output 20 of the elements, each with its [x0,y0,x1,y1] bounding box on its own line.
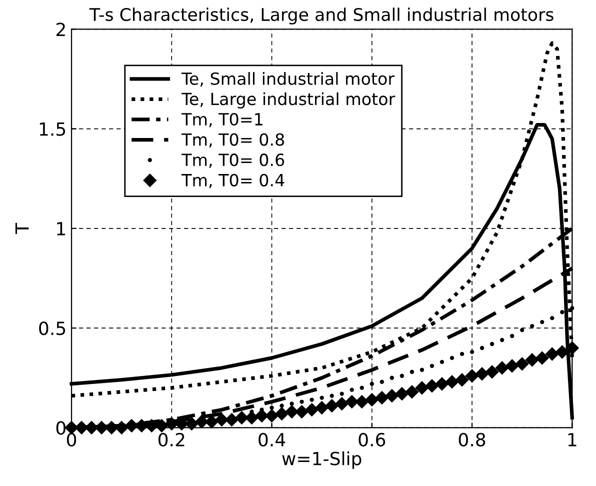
x-axis-title: w=1-Slip [282,451,362,469]
y-tick-label: 1 [57,222,65,236]
legend-label: Tm, T0= 0.8 [182,133,284,148]
y-axis-title: T [15,222,29,234]
y-tick-label: 2 [56,22,65,36]
y-tick-label: 0.5 [39,322,66,336]
legend-label: Te, Small industrial motor [182,72,395,87]
x-tick-label: 0 [66,432,76,447]
x-tick-label: 0.6 [358,432,386,447]
legend-label: Tm, T0=1 [182,112,262,128]
x-tick-label: 0.8 [458,432,486,447]
chart-title: T-s Characteristics, Large and Small industrial motors [89,8,554,24]
legend-label: Te, Large industrial motor [182,92,396,108]
x-tick-label: 1 [568,433,576,446]
y-tick-label: 1.5 [40,122,66,136]
legend-label: Tm, T0= 0.6 [182,154,284,168]
legend-label: Tm, T0= 0.4 [182,174,284,188]
x-tick-label: 0.2 [158,432,184,447]
y-tick-label: 0 [56,421,66,435]
x-tick-label: 0.4 [258,432,286,447]
